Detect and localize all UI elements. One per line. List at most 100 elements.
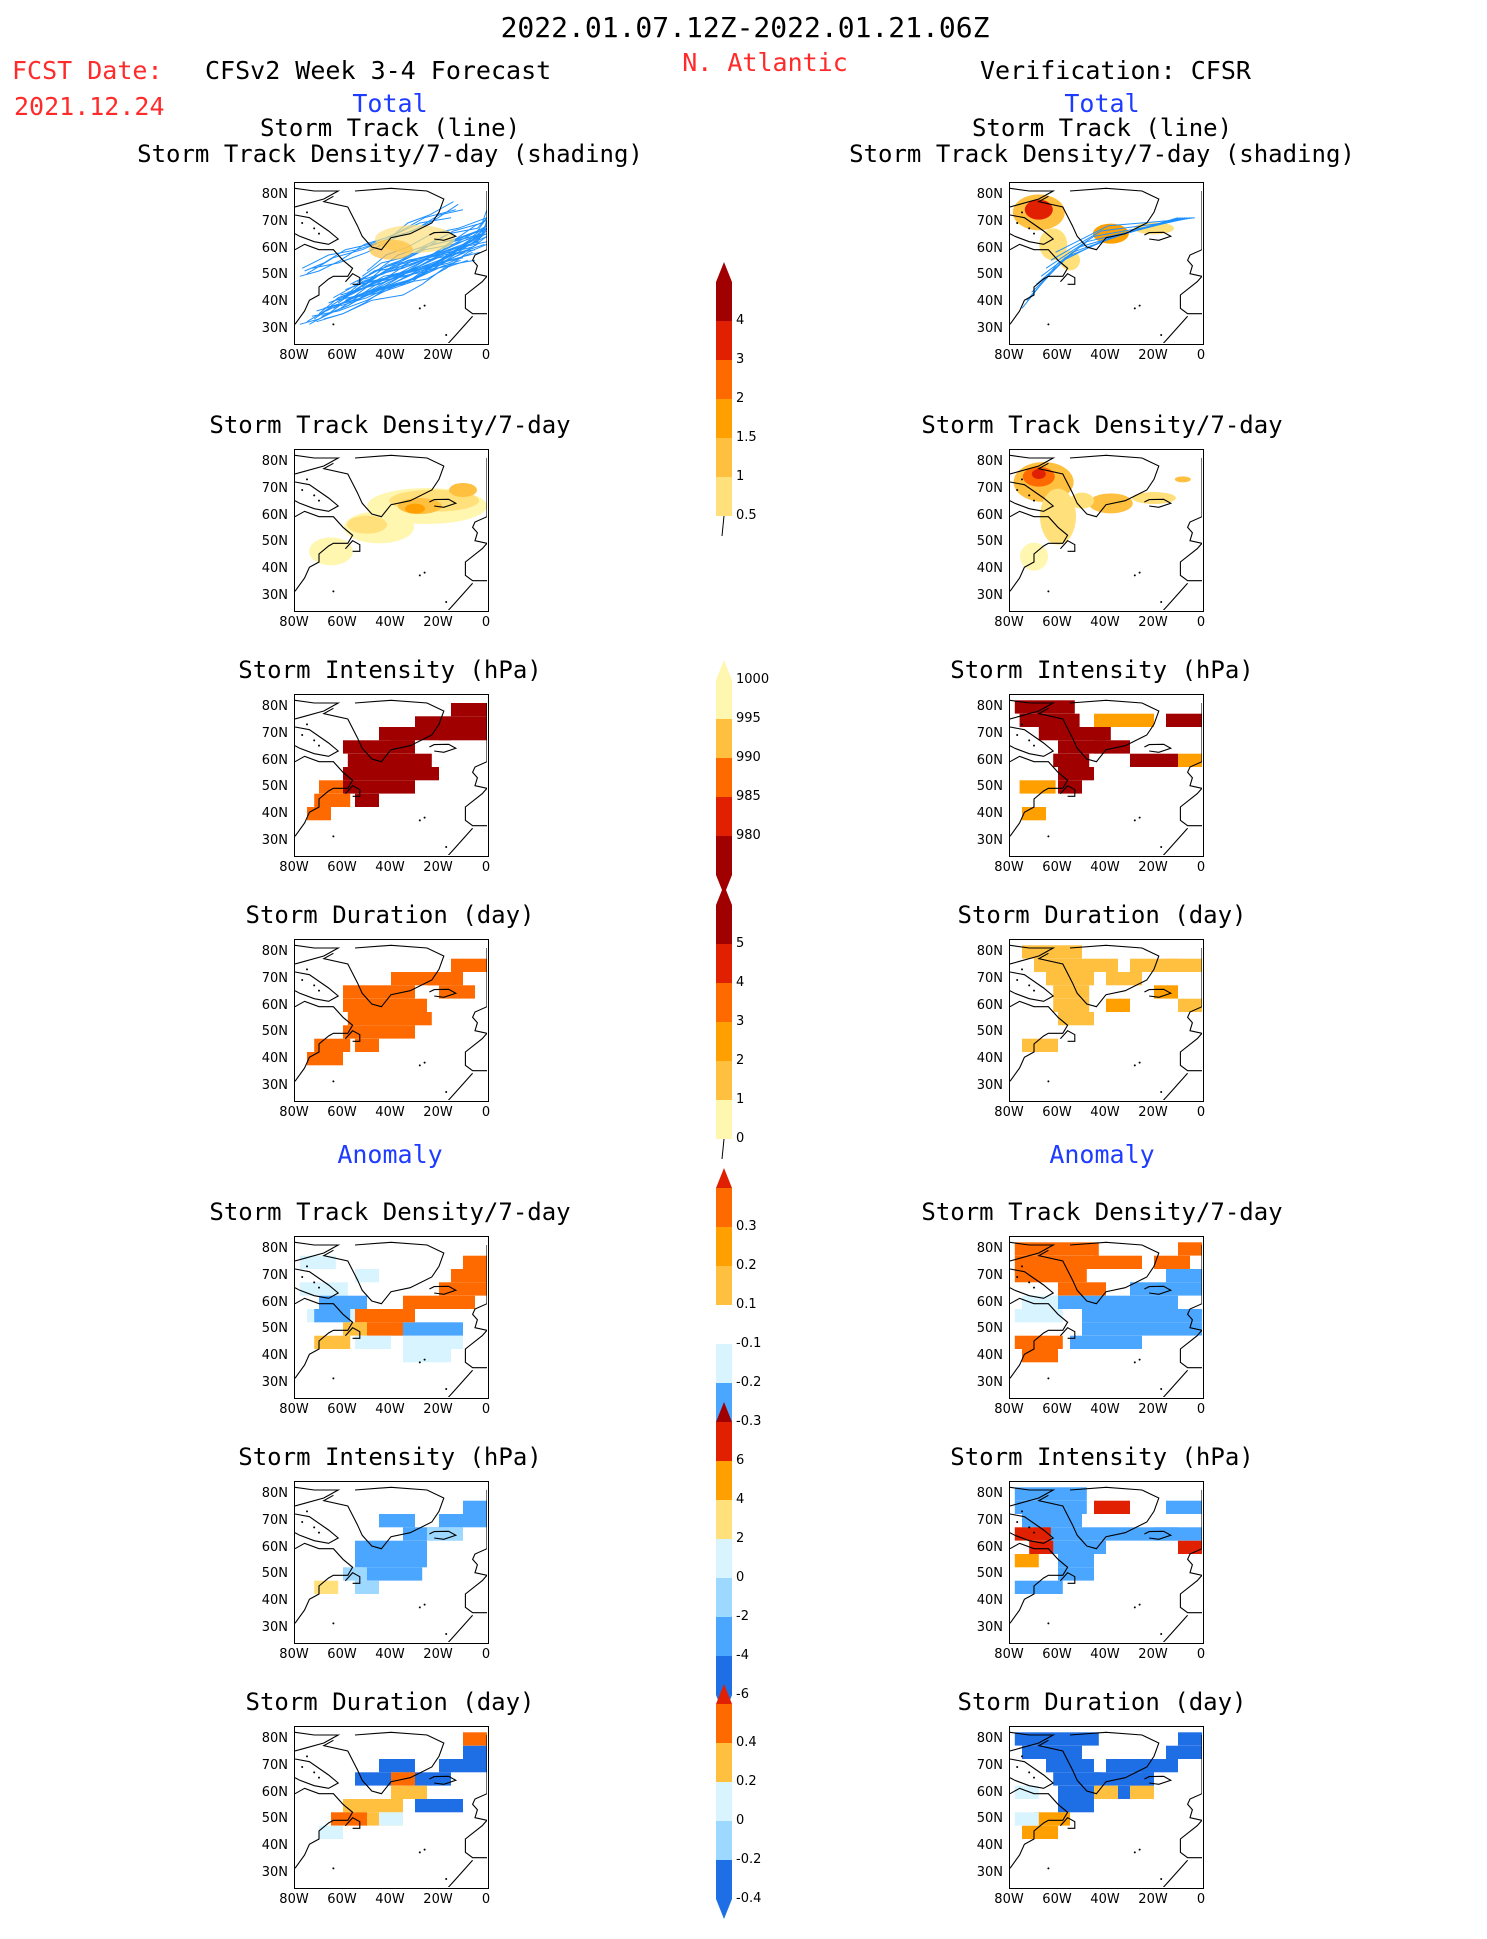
lon-tick-label: 20W — [423, 860, 453, 875]
lat-tick-label: 70N — [261, 1513, 288, 1528]
lat-tick-label: 50N — [261, 779, 288, 795]
lat-tick-label: 30N — [261, 1619, 288, 1635]
lon-tick-label: 20W — [1138, 1647, 1168, 1662]
lon-tick-label: 40W — [1090, 1647, 1120, 1662]
region-label: N. Atlantic — [682, 48, 848, 77]
lat-tick-label: 30N — [976, 320, 1003, 336]
lon-tick-label: 40W — [1090, 1105, 1120, 1120]
lon-tick-label: 20W — [423, 615, 453, 630]
lat-tick-label: 40N — [261, 561, 288, 576]
lon-tick-label: 60W — [1042, 860, 1072, 875]
colorbar-tick-label: 3 — [736, 352, 745, 367]
lon-tick-label: 20W — [1138, 1892, 1168, 1907]
lat-tick-label: 80N — [976, 699, 1003, 715]
left-anomaly-label: Anomaly — [337, 1140, 443, 1169]
north-atlantic-map — [1010, 1486, 1202, 1642]
lon-tick-label: 0 — [481, 615, 491, 630]
colorbar-tick-label: 2 — [736, 391, 745, 406]
north-atlantic-map — [295, 944, 487, 1100]
colorbar-tick-label: 0.4 — [736, 1735, 757, 1750]
map-plot — [1009, 1726, 1204, 1889]
map-plot — [294, 939, 489, 1102]
lat-tick-label: 60N — [261, 240, 288, 256]
colorbar-tick-label: 2 — [736, 1531, 745, 1546]
colorbar-tick-label: 4 — [736, 1492, 745, 1507]
map-plot — [1009, 1236, 1204, 1399]
panel-title: Storm Track (line) — [971, 114, 1233, 142]
map-plot — [1009, 939, 1204, 1102]
colorbar-tick-label: 0 — [736, 1813, 745, 1828]
lat-tick-label: 80N — [976, 1486, 1003, 1502]
lat-tick-label: 70N — [976, 1513, 1003, 1528]
colorbar-tick-label: 0.3 — [736, 1219, 757, 1234]
lat-tick-label: 50N — [976, 1811, 1003, 1827]
colorbar-tick-label: 985 — [736, 789, 761, 804]
colorbar-tick-label: 0.5 — [736, 508, 757, 523]
lon-tick-label: 80W — [994, 1892, 1024, 1907]
left-total-label: Total — [352, 89, 428, 118]
lon-tick-label: 40W — [1090, 348, 1120, 363]
lat-tick-label: 60N — [976, 1539, 1003, 1555]
lat-tick-label: 30N — [261, 1077, 288, 1093]
north-atlantic-map — [295, 699, 487, 855]
lat-tick-label: 60N — [261, 1784, 288, 1800]
lon-tick-label: 80W — [279, 348, 309, 363]
lon-tick-label: 60W — [1042, 1105, 1072, 1120]
north-atlantic-map — [1010, 1731, 1202, 1887]
lat-tick-label: 50N — [261, 1024, 288, 1040]
lon-tick-label: 60W — [327, 1892, 357, 1907]
colorbar-tick-label: 2 — [736, 1053, 745, 1068]
map-plot — [294, 1726, 489, 1889]
lat-tick-label: 50N — [976, 779, 1003, 795]
lon-tick-label: 40W — [375, 860, 405, 875]
lat-tick-label: 50N — [261, 1566, 288, 1582]
lon-tick-label: 20W — [1138, 860, 1168, 875]
map-plot — [294, 1236, 489, 1399]
lon-tick-label: 80W — [279, 1892, 309, 1907]
right-column-title: Verification: CFSR — [980, 56, 1251, 85]
lon-tick-label: 80W — [279, 1647, 309, 1662]
north-atlantic-map — [1010, 699, 1202, 855]
lat-tick-label: 80N — [261, 1241, 288, 1257]
colorbar-tick-label: 1000 — [736, 672, 770, 687]
lon-tick-label: 80W — [994, 1105, 1024, 1120]
map-plot — [1009, 694, 1204, 857]
lat-tick-label: 80N — [261, 187, 288, 203]
lon-tick-label: 40W — [1090, 860, 1120, 875]
colorbar-tick-label: 1 — [736, 1092, 745, 1107]
lat-tick-label: 70N — [976, 481, 1003, 496]
lat-tick-label: 60N — [261, 507, 288, 523]
lat-tick-label: 50N — [976, 1024, 1003, 1040]
lat-tick-label: 40N — [976, 1348, 1003, 1363]
north-atlantic-map — [295, 1241, 487, 1397]
lat-tick-label: 70N — [261, 971, 288, 986]
lat-tick-label: 80N — [261, 944, 288, 960]
lon-tick-label: 60W — [327, 1647, 357, 1662]
lat-tick-label: 50N — [261, 1811, 288, 1827]
lat-tick-label: 80N — [976, 187, 1003, 203]
lon-tick-label: 0 — [1196, 615, 1206, 630]
north-atlantic-map — [295, 454, 487, 610]
colorbar-tick-label: 0 — [736, 1131, 745, 1146]
panel-title: Storm Track Density/7-day (shading) — [849, 140, 1355, 168]
lon-tick-label: 40W — [375, 1105, 405, 1120]
lat-tick-label: 70N — [976, 1268, 1003, 1283]
lat-tick-label: 80N — [261, 1731, 288, 1747]
fcst-date-label: FCST Date: — [12, 56, 163, 85]
lon-tick-label: 80W — [994, 1402, 1024, 1417]
lat-tick-label: 40N — [976, 1838, 1003, 1853]
lat-tick-label: 40N — [261, 1051, 288, 1066]
lon-tick-label: 0 — [481, 860, 491, 875]
panel-title: Storm Intensity (hPa) — [238, 656, 542, 684]
lat-tick-label: 50N — [976, 1566, 1003, 1582]
lat-tick-label: 60N — [976, 240, 1003, 256]
map-plot — [294, 1481, 489, 1644]
lat-tick-label: 40N — [261, 1348, 288, 1363]
lon-tick-label: 0 — [481, 1892, 491, 1907]
lon-tick-label: 80W — [279, 1105, 309, 1120]
panel-title: Storm Duration (day) — [957, 901, 1247, 929]
colorbar-tick-label: 5 — [736, 936, 745, 951]
lat-tick-label: 40N — [976, 561, 1003, 576]
panel-title: Storm Intensity (hPa) — [950, 656, 1254, 684]
lon-tick-label: 20W — [423, 1105, 453, 1120]
